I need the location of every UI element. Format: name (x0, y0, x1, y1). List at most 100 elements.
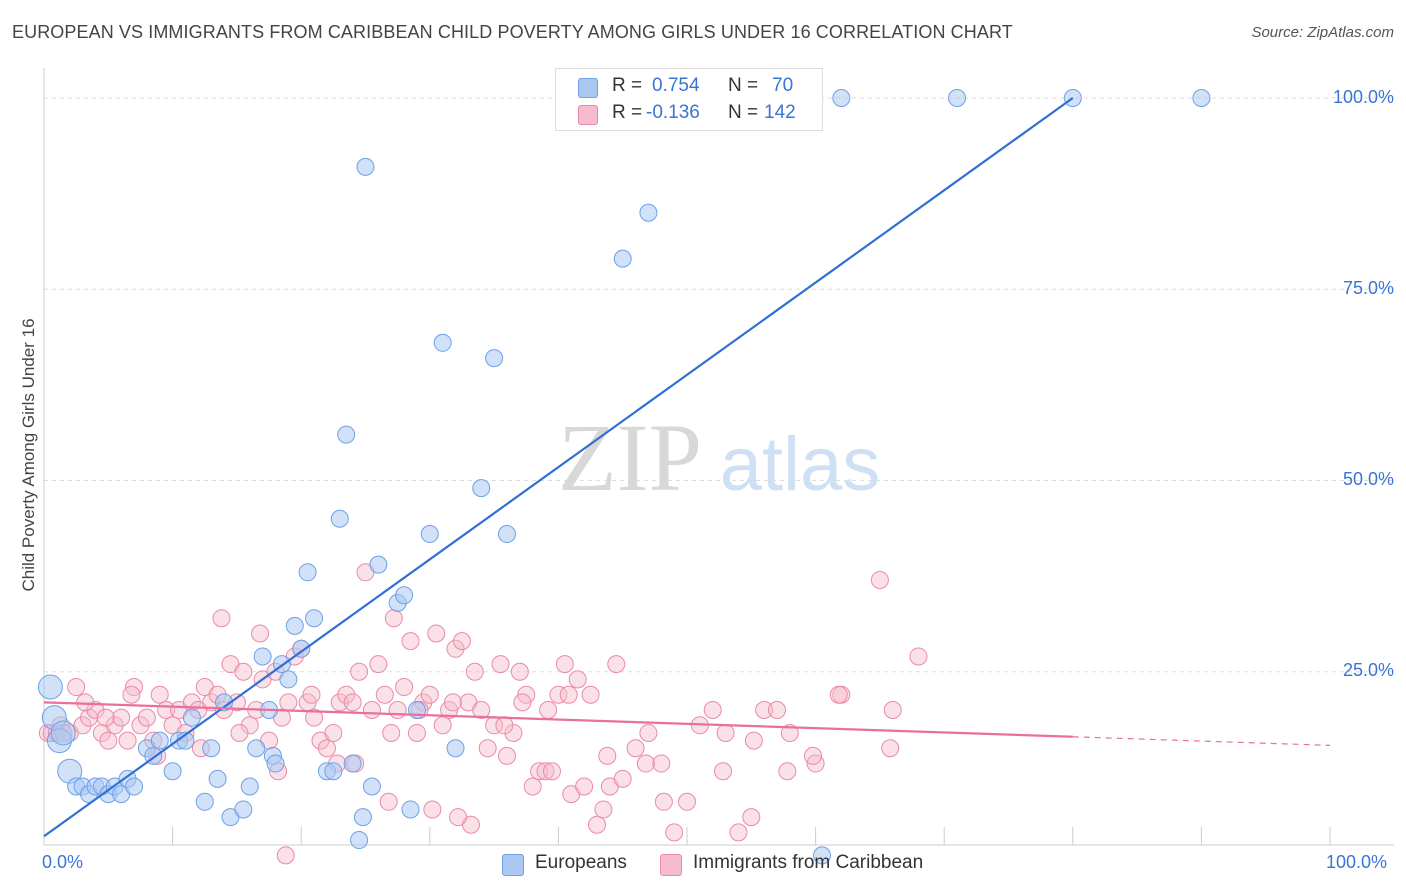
caribbean-trend-extension (1072, 736, 1331, 746)
caribbean-point (652, 754, 671, 773)
caribbean-point (581, 685, 600, 704)
european-point (337, 425, 356, 444)
caribbean-point (613, 769, 632, 788)
caribbean-point (495, 716, 514, 735)
caribbean-point (829, 685, 848, 704)
caribbean-point (870, 570, 889, 589)
caribbean-point (729, 823, 748, 842)
caribbean-point (230, 723, 249, 742)
caribbean-point (909, 647, 928, 666)
european-point (202, 739, 221, 758)
caribbean-point (780, 723, 799, 742)
x-tick-min: 0.0% (42, 852, 84, 872)
european-trend-line (43, 97, 1074, 838)
caribbean-point (73, 716, 92, 735)
caribbean-point (665, 823, 684, 842)
caribbean-point (131, 716, 150, 735)
caribbean-point (714, 762, 733, 781)
caribbean-point (76, 693, 95, 712)
caribbean-point (539, 701, 558, 719)
caribbean-point (362, 701, 381, 719)
caribbean-point (324, 723, 343, 742)
caribbean-point (654, 792, 673, 811)
caribbean-point (337, 685, 356, 704)
european-point (485, 349, 504, 368)
european-point (125, 777, 144, 796)
caribbean-point (804, 746, 823, 765)
watermark: ZIP atlas (558, 404, 880, 511)
caribbean-point (443, 693, 462, 712)
caribbean-point (555, 655, 574, 674)
legend-swatch-caribbean (578, 105, 598, 125)
caribbean-point (379, 792, 398, 811)
caribbean-point (575, 777, 594, 796)
caribbean-point (716, 723, 735, 742)
european-point (279, 670, 298, 689)
caribbean-point (112, 708, 131, 727)
caribbean-point (536, 762, 555, 781)
caribbean-point (384, 609, 403, 628)
caribbean-point (510, 662, 529, 681)
caribbean-point (251, 624, 270, 643)
legend-r-value: 0.754 (652, 75, 700, 96)
european-point (150, 731, 169, 750)
y-tick-100: 100.0% (1332, 87, 1394, 107)
caribbean-point (105, 716, 124, 735)
caribbean-point (883, 701, 902, 719)
watermark-atlas: atlas (720, 422, 881, 507)
legend-swatch-europeans (578, 78, 598, 98)
caribbean-point (137, 708, 156, 727)
caribbean-point (530, 762, 549, 781)
caribbean-point (472, 701, 491, 719)
caribbean-point (369, 655, 388, 674)
bottom-label-europeans: Europeans (535, 852, 627, 873)
caribbean-point (636, 754, 655, 773)
european-point (401, 800, 420, 819)
caribbean-point (881, 739, 900, 758)
legend-r-label: R = (612, 102, 643, 123)
caribbean-point (99, 731, 118, 750)
legend-n-value: 70 (772, 75, 794, 96)
european-point (813, 846, 832, 865)
caribbean-point (703, 701, 722, 719)
caribbean-point (678, 792, 696, 811)
caribbean-point (382, 723, 401, 742)
caribbean-point (401, 632, 420, 651)
bottom-swatch-caribbean (660, 854, 682, 876)
caribbean-point (96, 708, 115, 727)
caribbean-point (478, 739, 497, 758)
y-tick-50: 50.0% (1342, 469, 1394, 489)
european-point (37, 674, 63, 700)
european-point (472, 479, 491, 498)
caribbean-point (594, 800, 613, 819)
european-point (832, 89, 851, 107)
caribbean-point (423, 800, 442, 819)
european-point (266, 754, 285, 773)
caribbean-point (150, 685, 169, 704)
caribbean-point (607, 655, 626, 674)
caribbean-point (122, 685, 141, 704)
caribbean-point (639, 723, 658, 742)
bottom-label-caribbean: Immigrants from Caribbean (693, 852, 924, 873)
caribbean-point (742, 808, 761, 827)
bottom-swatch-europeans (502, 854, 524, 876)
european-point (240, 777, 259, 796)
caribbean-point (375, 685, 394, 704)
y-axis-title: Child Poverty Among Girls Under 16 (19, 318, 38, 592)
caribbean-point (395, 678, 414, 697)
caribbean-point (407, 723, 426, 742)
caribbean-point (212, 609, 231, 628)
caribbean-point (302, 685, 321, 704)
caribbean-point (449, 808, 468, 827)
european-point (234, 800, 253, 819)
caribbean-point (234, 662, 253, 681)
european-point (639, 203, 658, 222)
european-point (247, 739, 266, 758)
caribbean-point (305, 708, 324, 727)
legend-r-label: R = (612, 75, 643, 96)
european-point (948, 89, 967, 107)
european-point (420, 525, 439, 544)
caribbean-trend-line (43, 701, 1073, 738)
caribbean-point (343, 693, 362, 712)
legend-n-label: N = (728, 75, 759, 96)
